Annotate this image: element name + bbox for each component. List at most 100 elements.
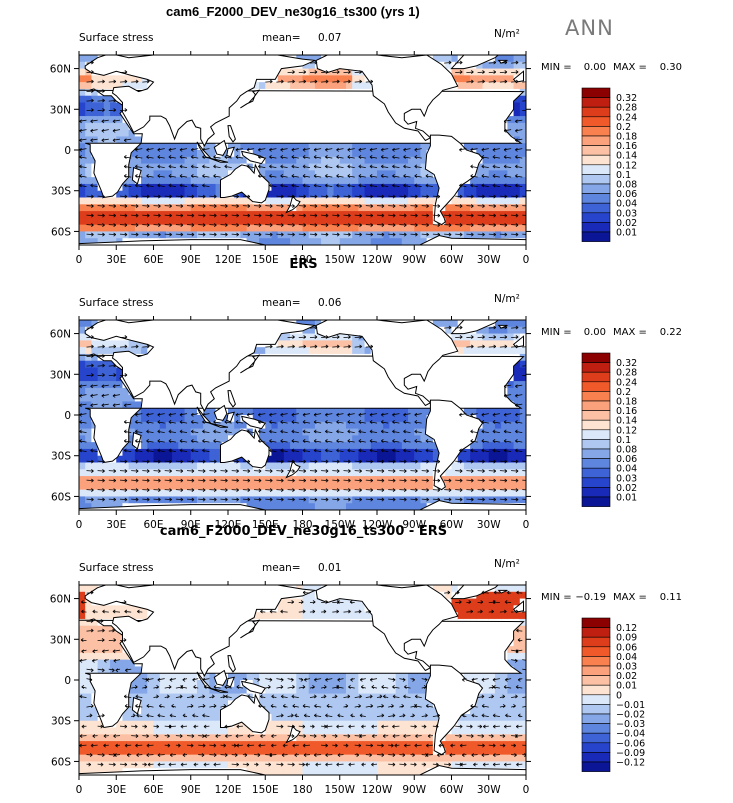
wind-vector <box>213 166 221 168</box>
field-cell <box>327 82 335 90</box>
field-cell <box>414 482 422 491</box>
field-cell <box>352 224 359 233</box>
wind-vector-head <box>415 224 418 228</box>
wind-vector <box>258 148 266 151</box>
field-cell <box>408 448 415 457</box>
field-cell <box>172 482 179 491</box>
field-cell <box>128 231 136 239</box>
wind-vector-head <box>493 62 497 65</box>
wind-vector <box>124 185 132 187</box>
wind-vector <box>97 214 105 216</box>
field-cell <box>172 415 179 423</box>
wind-vector <box>209 195 217 197</box>
field-cell <box>327 333 335 341</box>
field-cell <box>364 197 372 205</box>
wind-vector-head <box>124 213 128 216</box>
field-cell <box>178 469 186 477</box>
wind-vector-head <box>190 185 194 188</box>
wind-vector <box>321 233 329 235</box>
field-cell <box>203 211 210 219</box>
field-cell <box>414 217 422 226</box>
field-cell <box>327 231 335 239</box>
field-cell <box>128 421 136 430</box>
wind-vector <box>298 224 306 226</box>
field-cell <box>97 82 105 90</box>
field-cell <box>128 496 136 504</box>
field-cell <box>79 190 86 199</box>
wind-vector-head <box>291 175 295 178</box>
wind-vector <box>504 175 512 178</box>
wind-vector-head <box>437 223 441 226</box>
field-cell <box>358 224 366 233</box>
wind-vector-head <box>369 183 373 186</box>
field-cell <box>79 333 86 341</box>
wind-vector <box>321 195 329 197</box>
wind-vector-head <box>102 79 105 82</box>
wind-vector-head <box>369 156 373 159</box>
wind-vector <box>280 175 288 178</box>
field-cell <box>296 82 304 90</box>
wind-vector <box>347 175 355 178</box>
field-cell <box>414 489 422 498</box>
wind-vector-head <box>336 79 340 82</box>
field-cell <box>172 204 179 212</box>
field-cell <box>296 489 304 498</box>
wind-vector-head <box>314 60 318 63</box>
wind-vector-head <box>202 147 205 151</box>
field-cell <box>128 170 136 178</box>
wind-vector-head <box>403 185 406 188</box>
wind-vector <box>198 214 206 216</box>
wind-vector-head <box>102 89 105 92</box>
field-cell <box>271 190 279 199</box>
wind-vector-head <box>113 81 117 84</box>
field-cell <box>147 217 155 226</box>
field-cell <box>184 217 192 226</box>
field-cell <box>172 150 179 158</box>
field-cell <box>339 204 347 212</box>
field-cell <box>488 190 496 199</box>
field-cell <box>358 143 366 151</box>
field-cell <box>97 367 105 375</box>
field-cell <box>501 150 508 158</box>
wind-vector-head <box>146 224 150 228</box>
field-cell <box>488 231 496 239</box>
wind-vector-head <box>504 215 508 218</box>
wind-vector <box>466 81 474 83</box>
wind-vector-head <box>314 223 318 226</box>
wind-vector-head <box>403 215 407 218</box>
wind-vector-head <box>123 139 127 143</box>
wind-vector-head <box>503 130 507 133</box>
wind-vector-head <box>157 156 161 159</box>
field-cell <box>165 150 173 158</box>
wind-vector <box>358 156 366 159</box>
field-cell <box>482 143 490 151</box>
wind-vector <box>477 81 485 83</box>
wind-vector-head <box>101 138 105 141</box>
wind-vector-head <box>258 154 261 158</box>
wind-vector-head <box>258 205 262 209</box>
wind-vector-head <box>415 194 418 197</box>
wind-vector-head <box>325 223 329 226</box>
wind-vector-head <box>135 213 139 216</box>
wind-vector-head <box>359 232 362 235</box>
field-cell <box>364 469 372 477</box>
field-cell <box>494 55 502 63</box>
field-cell <box>302 448 310 457</box>
field-cell <box>358 170 366 178</box>
wind-vector-head <box>225 234 228 237</box>
field-cell <box>401 415 409 423</box>
field-cell <box>414 448 422 457</box>
wind-vector-head <box>403 149 406 152</box>
wind-vector-head <box>269 154 272 158</box>
field-cell <box>314 156 322 165</box>
wind-vector-head <box>492 183 496 186</box>
wind-vector-head <box>415 215 418 218</box>
field-cell <box>110 211 117 219</box>
wind-vector <box>425 185 433 187</box>
field-cell <box>159 183 167 192</box>
wind-vector-head <box>102 234 105 237</box>
field-cell <box>370 143 378 151</box>
field-cell <box>85 231 93 239</box>
field-cell <box>408 177 415 185</box>
wind-vector <box>481 166 489 168</box>
